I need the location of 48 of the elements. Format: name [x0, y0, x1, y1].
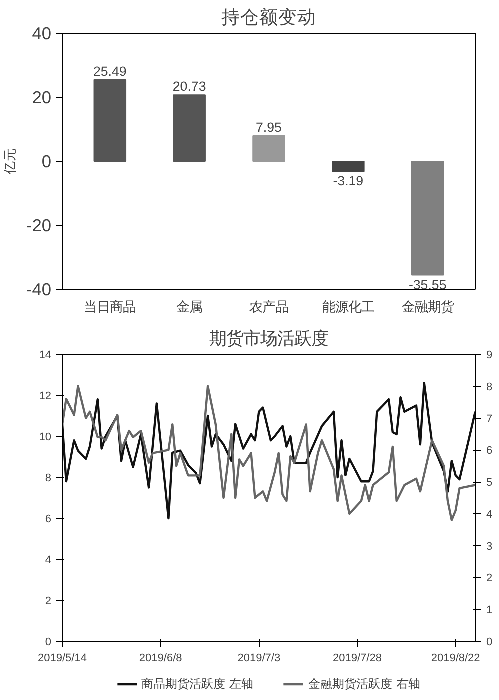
x-tick-label: 能源化工	[322, 300, 374, 316]
y-tick-label: 0	[42, 152, 52, 172]
y2-tick-label: 1	[486, 604, 493, 617]
bar	[411, 161, 444, 276]
y2-tick-label: 6	[486, 445, 493, 458]
y2-tick-label: 2	[486, 572, 493, 585]
y-tick-label: 20	[32, 88, 52, 108]
bar	[94, 79, 127, 162]
x-tick-label: 2019/8/22	[431, 652, 480, 664]
data-label: 7.95	[256, 120, 282, 136]
y-tick-label: 40	[32, 24, 52, 44]
x-tick-label: 农产品	[250, 300, 288, 316]
x-tick-label: 2019/7/28	[333, 652, 382, 664]
y-tick-label: 2	[45, 596, 52, 608]
data-label: 20.73	[172, 79, 206, 94]
y-axis-title: 亿元	[3, 148, 18, 176]
y-tick-label: 10	[39, 432, 52, 444]
legend-label: 金融期货活跃度 右轴	[308, 676, 420, 692]
y2-tick-label: 0	[486, 636, 493, 648]
chart-title: 期货市场活跃度	[210, 330, 328, 350]
bar	[173, 94, 206, 162]
bar	[332, 161, 365, 172]
x-tick-label: 当日商品	[84, 300, 136, 316]
chart-title: 持仓额变动	[222, 6, 316, 28]
y2-tick-label: 7	[486, 413, 493, 426]
legend-label: 商品期货活跃度 左轴	[142, 676, 254, 692]
y2-tick-label: 9	[486, 350, 493, 362]
y2-tick-label: 3	[486, 540, 493, 553]
x-tick-label: 金融期货	[402, 300, 454, 316]
y2-tick-label: 5	[486, 477, 493, 490]
y-tick-label: 4	[45, 554, 52, 566]
x-tick-label: 2019/6/8	[139, 652, 182, 664]
y-tick-label: 12	[39, 390, 52, 402]
x-tick-label: 2019/7/3	[238, 652, 281, 664]
y-tick-label: 14	[39, 350, 52, 362]
data-label: 25.49	[93, 64, 127, 79]
y-tick-label: 0	[45, 636, 52, 648]
x-tick-label: 2019/5/14	[38, 652, 87, 664]
y2-tick-label: 4	[486, 508, 493, 521]
y2-tick-label: 8	[486, 381, 493, 394]
y-tick-label: -40	[26, 280, 52, 300]
data-label: -3.19	[333, 174, 364, 189]
y-tick-label: -20	[26, 216, 52, 236]
x-tick-label: 金属	[176, 300, 203, 316]
y-tick-label: 6	[45, 514, 52, 526]
y-tick-label: 8	[45, 472, 52, 484]
bar	[252, 136, 286, 162]
data-label: -35.55	[408, 277, 447, 292]
